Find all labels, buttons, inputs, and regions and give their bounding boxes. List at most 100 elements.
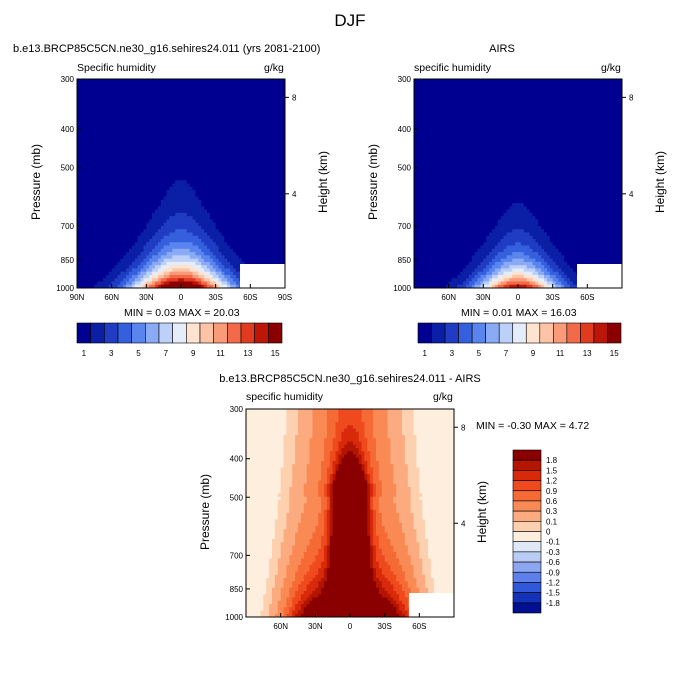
field-cell (189, 150, 193, 155)
field-cell (512, 85, 516, 90)
field-cell (282, 203, 286, 207)
field-cell (212, 160, 217, 165)
field-cell (209, 141, 214, 145)
field-cell (114, 190, 118, 194)
field-cell (160, 196, 165, 201)
field-cell (129, 124, 133, 129)
field-cell (256, 137, 260, 142)
field-cell (256, 144, 260, 148)
field-cell (103, 248, 107, 253)
field-cell (126, 85, 130, 90)
field-cell (166, 118, 170, 122)
field-cell (192, 92, 196, 96)
field-cell (77, 147, 81, 152)
field-cell (94, 222, 98, 227)
field-cell (261, 167, 266, 171)
field-cell (259, 79, 263, 83)
field-cell (126, 258, 130, 263)
field-cell (126, 239, 130, 243)
field-cell (241, 127, 245, 132)
field-cell (235, 108, 240, 113)
field-cell (201, 271, 205, 276)
field-cell (178, 114, 182, 119)
field-cell (178, 108, 182, 113)
field-cell (256, 245, 260, 250)
field-cell (230, 114, 234, 119)
field-cell (120, 137, 124, 142)
field-cell (77, 180, 81, 184)
field-cell (235, 147, 240, 152)
field-cell (163, 255, 167, 260)
field-cell (105, 222, 110, 227)
field-cell (209, 242, 214, 246)
field-cell (123, 258, 127, 263)
field-cell (247, 85, 251, 90)
field-cell (172, 219, 176, 224)
field-cell (172, 118, 176, 122)
field-cell (244, 92, 248, 96)
field-cell (114, 163, 118, 168)
field-cell (175, 203, 179, 207)
field-cell (88, 134, 92, 139)
field-cell (235, 193, 240, 197)
field-cell (79, 92, 84, 96)
field-cell (253, 252, 257, 256)
field-cell (166, 157, 170, 162)
field-cell (140, 141, 144, 145)
field-cell (192, 170, 196, 175)
field-cell (270, 255, 274, 260)
field-cell (91, 141, 95, 145)
field-cell (416, 88, 421, 93)
field-cell (604, 85, 608, 90)
field-cell (97, 173, 101, 178)
field-cell (230, 199, 234, 204)
field-cell (137, 281, 141, 286)
field-cell (192, 265, 196, 269)
field-cell (152, 98, 156, 103)
field-cell (152, 105, 156, 109)
field-cell (169, 150, 173, 155)
field-cell (189, 232, 193, 237)
field-cell (233, 127, 237, 132)
field-cell (235, 268, 240, 273)
field-cell (77, 95, 81, 99)
field-cell (91, 160, 95, 165)
field-cell (186, 212, 191, 217)
field-cell (105, 124, 110, 129)
field-cell (186, 108, 191, 113)
field-cell (209, 232, 214, 237)
field-cell (601, 82, 606, 86)
field-cell (117, 193, 121, 197)
field-cell (131, 163, 136, 168)
field-cell (100, 124, 104, 129)
field-cell (131, 284, 136, 289)
field-cell (100, 209, 104, 214)
field-cell (155, 170, 159, 175)
field-cell (94, 137, 98, 142)
field-cell (77, 144, 81, 148)
field-cell (198, 85, 202, 90)
field-cell (79, 281, 84, 286)
colorbar-label: 1 (82, 349, 87, 358)
field-cell (209, 190, 214, 194)
field-cell (267, 108, 271, 113)
field-cell (198, 131, 202, 135)
field-cell (221, 252, 225, 256)
field-cell (198, 209, 202, 214)
field-cell (463, 82, 467, 86)
field-cell (192, 144, 196, 148)
field-cell (120, 167, 124, 171)
field-cell (97, 101, 101, 106)
field-cell (460, 92, 464, 96)
field-cell (88, 154, 92, 158)
field-cell (103, 147, 107, 152)
field-cell (241, 209, 245, 214)
field-cell (163, 203, 167, 207)
field-cell (88, 199, 92, 204)
field-cell (235, 242, 240, 246)
field-cell (431, 85, 435, 90)
field-cell (230, 255, 234, 260)
field-cell (82, 258, 87, 263)
field-cell (416, 92, 421, 96)
field-cell (140, 242, 144, 246)
